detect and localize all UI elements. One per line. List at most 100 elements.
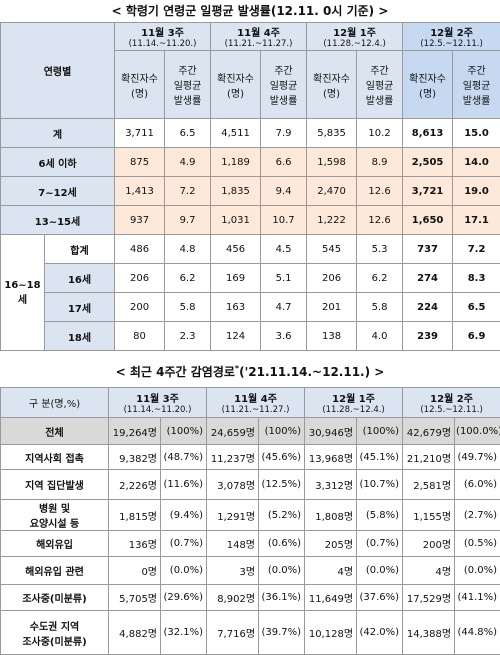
count-cell: 4,882명: [109, 611, 161, 655]
count-cell: 10,128명: [305, 611, 357, 655]
cell: 12.6: [357, 206, 403, 235]
percent-cell: (37.6%): [357, 585, 403, 611]
infection-route-table: 구 분(명,%)11월 3주(11.14.~11.20.)11월 4주(11.2…: [0, 387, 500, 655]
sub-header-line: 확진자수: [212, 70, 259, 85]
percent-cell: (0.0%): [161, 557, 207, 585]
cell: 206: [115, 264, 165, 293]
header-label: 구 분(명,%): [1, 388, 109, 418]
row-label-line: 전체: [2, 424, 107, 439]
sub-header-line: (명): [404, 85, 451, 100]
week-header: 11월 3주(11.14.~11.20.): [109, 388, 207, 418]
count-cell: 14,388명: [403, 611, 455, 655]
percent-cell: (44.8%): [455, 611, 500, 655]
cell: 3.6: [261, 322, 307, 351]
percent-cell: (0.7%): [161, 531, 207, 557]
row-label-line: 지역 집단발생: [2, 477, 107, 492]
sub-header-line: 발생률: [166, 92, 209, 107]
row-label: 합계: [45, 235, 115, 264]
cell: 1,031: [211, 206, 261, 235]
count-cell: 19,264명: [109, 418, 161, 445]
week-range: (11.21.~11.27.): [208, 405, 303, 415]
sub-header-line: 주간: [262, 62, 305, 77]
group-label: 16~18세: [1, 235, 45, 351]
count-cell: 4명: [305, 557, 357, 585]
cell: 1,835: [211, 177, 261, 206]
week-header: 12월 2주(12.5.~12.11.): [403, 388, 500, 418]
sub-header: 확진자수(명): [307, 51, 357, 119]
week: 12월 1주: [308, 24, 401, 39]
sub-header-line: (명): [116, 85, 163, 100]
sub-header: 확진자수(명): [403, 51, 453, 119]
count-cell: 11,649명: [305, 585, 357, 611]
sub-header-line: 주간: [358, 62, 401, 77]
cell: 1,222: [307, 206, 357, 235]
sub-header: 확진자수(명): [115, 51, 165, 119]
cell: 5.3: [357, 235, 403, 264]
row-label: 해외유입 관련: [1, 557, 109, 585]
row-label-line: 해외유입 관련: [2, 563, 107, 578]
week: 12월 2주: [404, 24, 499, 39]
count-cell: 1,808명: [305, 500, 357, 531]
row-label: 조사중(미분류): [1, 585, 109, 611]
percent-cell: (10.7%): [357, 470, 403, 500]
percent-cell: (12.5%): [259, 470, 305, 500]
week-header: 11월 4주(11.21.~11.27.): [211, 23, 307, 51]
cell: 10.2: [357, 119, 403, 148]
percent-cell: (41.1%): [455, 585, 500, 611]
count-cell: 1,291명: [207, 500, 259, 531]
cell: 8.9: [357, 148, 403, 177]
cell: 6.5: [165, 119, 211, 148]
percent-cell: (2.7%): [455, 500, 500, 531]
cell: 2,505: [403, 148, 453, 177]
week-range: (11.14.~11.20.): [116, 39, 209, 49]
count-cell: 2,226명: [109, 470, 161, 500]
percent-cell: (100.0%): [455, 418, 500, 445]
count-cell: 1,815명: [109, 500, 161, 531]
row-label-line: 지역사회 접촉: [2, 450, 107, 465]
row-label-line: 해외유입: [2, 536, 107, 551]
percent-cell: (100%): [259, 418, 305, 445]
table-title: < 최근 4주간 감염경로*('21.11.14.~12.11.) >: [0, 351, 500, 387]
count-cell: 21,210명: [403, 445, 455, 470]
percent-cell: (100%): [161, 418, 207, 445]
count-cell: 148명: [207, 531, 259, 557]
count-cell: 3명: [207, 557, 259, 585]
week-range: (11.28.~12.4.): [306, 405, 401, 415]
cell: 6.2: [165, 264, 211, 293]
week-range: (11.28.~12.4.): [308, 39, 401, 49]
percent-cell: (9.4%): [161, 500, 207, 531]
table-title: < 학령기 연령군 일평균 발생률(12.11. 0시 기준) >: [0, 0, 500, 22]
row-label: 7~12세: [1, 177, 115, 206]
week: 11월 4주: [212, 24, 305, 39]
week: 11월 3주: [116, 24, 209, 39]
cell: 4.0: [357, 322, 403, 351]
cell: 2.3: [165, 322, 211, 351]
cell: 124: [211, 322, 261, 351]
row-label: 18세: [45, 322, 115, 351]
percent-cell: (0.0%): [455, 557, 500, 585]
week-header: 11월 3주(11.14.~11.20.): [115, 23, 211, 51]
count-cell: 30,946명: [305, 418, 357, 445]
count-cell: 13,968명: [305, 445, 357, 470]
cell: 163: [211, 293, 261, 322]
row-label-line: 조사중(미분류): [2, 633, 107, 648]
sub-header-line: 확진자수: [308, 70, 355, 85]
row-label: 해외유입: [1, 531, 109, 557]
percent-cell: (29.6%): [161, 585, 207, 611]
percent-cell: (39.7%): [259, 611, 305, 655]
cell: 7.2: [453, 235, 500, 264]
percent-cell: (0.0%): [259, 557, 305, 585]
cell: 138: [307, 322, 357, 351]
cell: 6.2: [357, 264, 403, 293]
